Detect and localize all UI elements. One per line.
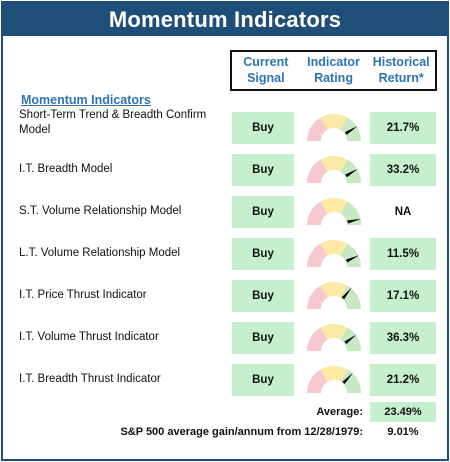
signal-badge: Buy (232, 196, 294, 228)
indicator-row: Short-Term Trend & Breadth Confirm Model… (3, 108, 447, 146)
gauge-needle (341, 287, 352, 300)
panel-title: Momentum Indicators (3, 3, 447, 36)
rating-gauge-icon (307, 156, 361, 183)
gauge-yellow-segment (320, 198, 348, 214)
rating-gauge-icon (307, 198, 362, 225)
gauge-green-segment (340, 285, 361, 309)
gauge-yellow-segment (320, 282, 348, 298)
historical-return-value: 11.5% (370, 238, 436, 270)
header-indicator-rating-line1: Indicator (307, 55, 360, 69)
rating-gauge-icon (307, 282, 361, 309)
sp500-value: 9.01% (387, 426, 419, 438)
gauge-red-segment (307, 327, 328, 351)
signal-badge: Buy (232, 112, 294, 144)
historical-return-value: 21.2% (370, 364, 436, 396)
header-indicator-rating: Indicator Rating (300, 52, 368, 89)
gauge-needle (344, 334, 357, 345)
rating-gauge-icon (307, 366, 361, 393)
average-label: Average: (316, 406, 363, 418)
historical-return-value: 21.7% (370, 112, 436, 144)
signal-badge: Buy (232, 280, 294, 312)
section-label: Momentum Indicators (21, 93, 151, 107)
indicator-name: I.T. Breadth Thrust Indicator (19, 372, 161, 385)
signal-badge: Buy (232, 154, 294, 186)
historical-return-value: 17.1% (370, 280, 436, 312)
rating-gauge-icon (307, 240, 361, 267)
header-indicator-rating-line2: Rating (314, 71, 353, 85)
historical-return-value: NA (394, 206, 412, 218)
indicator-name: I.T. Breadth Model (19, 162, 113, 175)
header-historical-return-line1: Historical (372, 55, 430, 69)
gauge-yellow-segment (320, 156, 348, 172)
header-historical-return-line2: Return* (378, 71, 424, 85)
gauge-green-segment (340, 243, 361, 267)
average-value: 23.49% (370, 402, 436, 422)
rating-gauge-icon (307, 114, 361, 141)
gauge-needle (342, 372, 354, 384)
gauge-red-segment (307, 285, 328, 309)
gauge-needle (344, 125, 358, 135)
gauge-needle (347, 218, 362, 224)
gauge-red-segment (307, 159, 328, 183)
gauge-yellow-segment (320, 324, 348, 340)
gauge-red-segment (307, 369, 328, 393)
gauge-yellow-segment (320, 366, 348, 382)
header-current-signal: Current Signal (232, 52, 300, 89)
indicator-row: I.T. Breadth Thrust Indicator Buy 21.2% (3, 360, 447, 398)
historical-return-value: 33.2% (370, 154, 436, 186)
header-current-signal-line1: Current (243, 55, 289, 69)
header-current-signal-line2: Signal (247, 71, 285, 85)
gauge-red-segment (307, 201, 328, 225)
indicator-name: I.T. Volume Thrust Indicator (19, 330, 159, 343)
indicator-name: S.T. Volume Relationship Model (19, 204, 182, 217)
gauge-green-segment (340, 201, 361, 225)
gauge-green-segment (340, 117, 361, 141)
signal-badge: Buy (232, 364, 294, 396)
indicator-row: I.T. Breadth Model Buy 33.2% (3, 150, 447, 188)
gauge-red-segment (307, 117, 328, 141)
signal-badge: Buy (232, 322, 294, 354)
indicator-row: I.T. Volume Thrust Indicator Buy 36.3% (3, 318, 447, 356)
sp500-label: S&P 500 average gain/annum from 12/28/19… (120, 426, 363, 438)
column-headers: Current Signal Indicator Rating Historic… (230, 50, 437, 91)
gauge-green-segment (340, 159, 361, 183)
gauge-needle (345, 168, 359, 178)
historical-return-value: 36.3% (370, 322, 436, 354)
gauge-needle (345, 255, 360, 263)
header-historical-return: Historical Return* (367, 52, 435, 89)
indicator-name: L.T. Volume Relationship Model (19, 246, 181, 259)
indicator-row: L.T. Volume Relationship Model Buy 11.5% (3, 234, 447, 272)
indicator-row: I.T. Price Thrust Indicator Buy 17.1% (3, 276, 447, 314)
gauge-red-segment (307, 243, 328, 267)
gauge-yellow-segment (320, 114, 348, 130)
indicator-row: S.T. Volume Relationship Model Buy NA (3, 192, 447, 230)
indicator-name: I.T. Price Thrust Indicator (19, 288, 147, 301)
gauge-yellow-segment (320, 240, 348, 256)
rating-gauge-icon (307, 324, 361, 351)
signal-badge: Buy (232, 238, 294, 270)
indicator-name: Short-Term Trend & Breadth Confirm Model (19, 109, 207, 136)
gauge-green-segment (340, 369, 361, 393)
